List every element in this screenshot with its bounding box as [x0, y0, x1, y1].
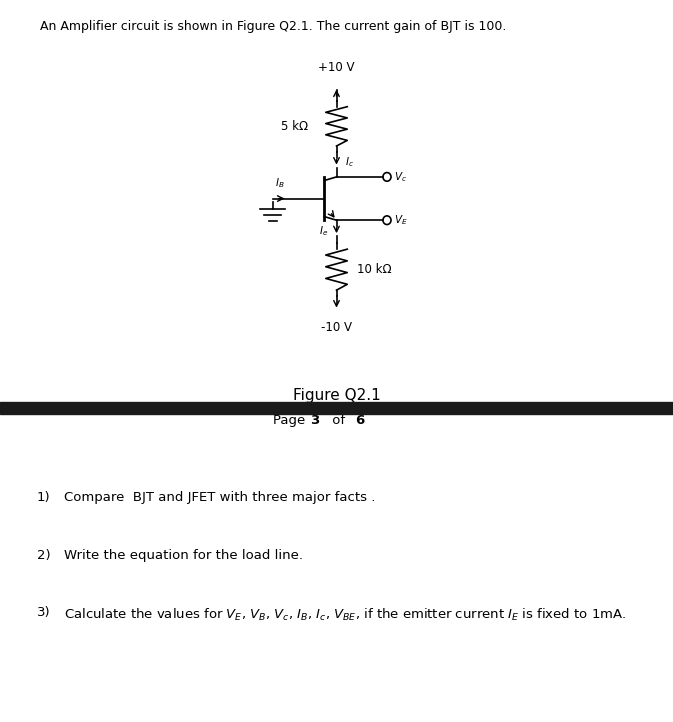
Text: $V_E$: $V_E$	[394, 213, 407, 227]
Text: 2): 2)	[37, 549, 50, 562]
Text: Calculate the values for $V_E$, $V_B$, $V_c$, $I_B$, $I_c$, $V_{BE}$, if the emi: Calculate the values for $V_E$, $V_B$, $…	[64, 606, 626, 622]
Text: $I_B$: $I_B$	[275, 176, 284, 190]
Bar	[0, 402, 673, 414]
Text: $I_e$: $I_e$	[319, 224, 328, 238]
Text: 3: 3	[310, 414, 319, 427]
Text: An Amplifier circuit is shown in Figure Q2.1. The current gain of BJT is 100.: An Amplifier circuit is shown in Figure …	[40, 20, 507, 33]
Text: 3): 3)	[37, 606, 50, 619]
Text: Compare  BJT and JFET with three major facts .: Compare BJT and JFET with three major fa…	[64, 491, 376, 504]
Text: of: of	[328, 414, 350, 427]
Text: Write the equation for the load line.: Write the equation for the load line.	[64, 549, 303, 562]
Text: $V_c$: $V_c$	[394, 170, 406, 184]
Text: 1): 1)	[37, 491, 50, 504]
Text: 10 kΩ: 10 kΩ	[357, 263, 391, 277]
Text: 6: 6	[355, 414, 365, 427]
Text: 5 kΩ: 5 kΩ	[281, 120, 308, 133]
Text: +10 V: +10 V	[318, 61, 355, 74]
Text: Page: Page	[273, 414, 310, 427]
Text: Figure Q2.1: Figure Q2.1	[293, 388, 380, 403]
Text: -10 V: -10 V	[321, 321, 352, 334]
Text: $I_c$: $I_c$	[345, 155, 353, 170]
